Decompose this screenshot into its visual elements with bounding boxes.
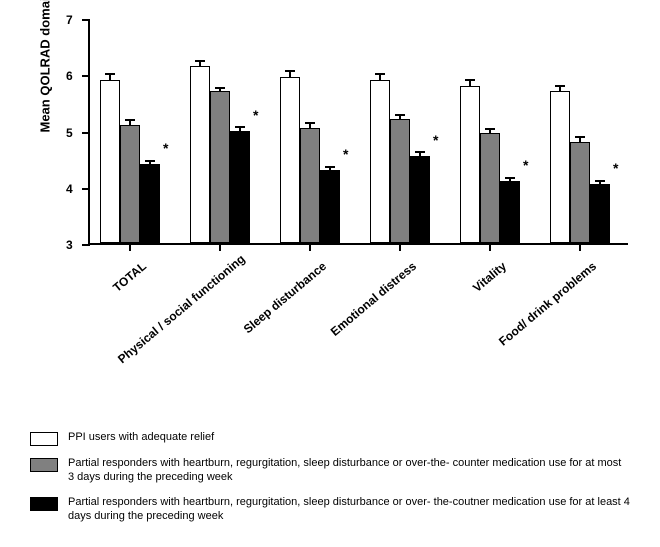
significance-marker: * [253,107,258,123]
error-cap [485,128,495,130]
legend-swatch-adequate [30,432,58,446]
y-tick-label: 3 [66,238,73,252]
chart-container: Mean QOLRAD domain scores 34567 *TOTAL*P… [50,15,640,355]
significance-marker: * [163,140,168,156]
plot-area: 34567 *TOTAL*Physical / social functioni… [88,20,628,245]
legend-text: Partial responders with heartburn, regur… [68,456,630,485]
legend-item: Partial responders with heartburn, regur… [30,456,630,485]
bar-partial3 [480,133,500,243]
significance-marker: * [523,157,528,173]
y-tick [82,19,90,21]
error-cap [305,122,315,124]
error-cap [595,180,605,182]
x-tick [309,243,311,251]
bar-partial3 [570,142,590,243]
bar-partial3 [120,125,140,243]
bar-partial4 [590,184,610,243]
error-cap [325,166,335,168]
bar-partial4 [500,181,520,243]
bar-partial4 [230,131,250,244]
bar-adequate [280,77,300,243]
error-cap [145,160,155,162]
x-tick [579,243,581,251]
bar-partial4 [320,170,340,243]
error-cap [555,85,565,87]
bars-container: *TOTAL*Physical / social functioning*Sle… [90,20,628,243]
error-cap [105,73,115,75]
error-cap [415,151,425,153]
legend-swatch-partial3 [30,458,58,472]
x-tick [399,243,401,251]
bar-adequate [100,80,120,243]
y-tick-label: 5 [66,126,73,140]
bar-adequate [550,91,570,243]
legend-text: Partial responders with heartburn, regur… [68,495,630,524]
y-tick [82,188,90,190]
y-axis-label: Mean QOLRAD domain scores [38,0,53,133]
error-cap [235,126,245,128]
y-tick [82,244,90,246]
x-tick [129,243,131,251]
significance-marker: * [433,132,438,148]
error-cap [505,177,515,179]
significance-marker: * [613,160,618,176]
y-tick [82,75,90,77]
bar-adequate [370,80,390,243]
bar-partial4 [410,156,430,243]
error-cap [215,87,225,89]
bar-adequate [190,66,210,243]
error-cap [465,79,475,81]
legend-swatch-partial4 [30,497,58,511]
error-cap [395,114,405,116]
y-tick-label: 7 [66,13,73,27]
y-tick-label: 6 [66,69,73,83]
error-cap [285,70,295,72]
bar-partial3 [390,119,410,243]
bar-partial4 [140,164,160,243]
legend-item: Partial responders with heartburn, regur… [30,495,630,524]
error-cap [125,119,135,121]
error-cap [375,73,385,75]
error-cap [575,136,585,138]
significance-marker: * [343,146,348,162]
y-tick [82,132,90,134]
error-cap [195,60,205,62]
x-tick [489,243,491,251]
legend-item: PPI users with adequate relief [30,430,630,446]
bar-partial3 [300,128,320,243]
x-tick [219,243,221,251]
legend: PPI users with adequate relief Partial r… [30,430,630,533]
y-tick-label: 4 [66,182,73,196]
legend-text: PPI users with adequate relief [68,430,214,444]
bar-partial3 [210,91,230,243]
bar-adequate [460,86,480,244]
